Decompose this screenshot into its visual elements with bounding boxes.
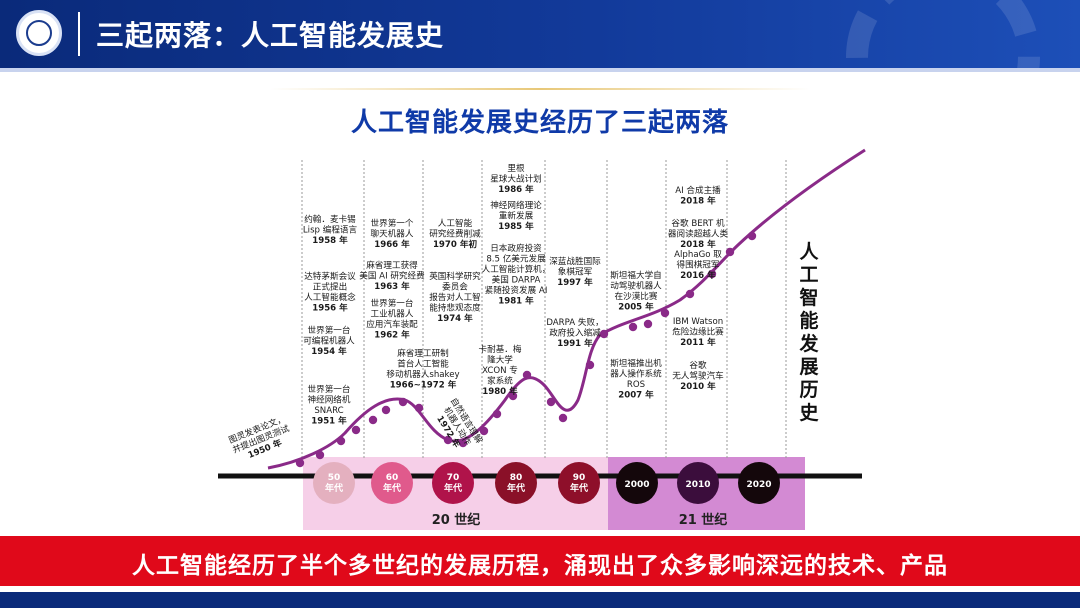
decade-marker: 80 年代 — [495, 462, 537, 504]
decade-label: 50 年代 — [325, 473, 343, 494]
decade-circle — [432, 462, 474, 504]
event-label: 麻省理工研制首台人工智能移动机器人shakey 1966~1972 年 — [386, 347, 459, 391]
decade-label: 90 年代 — [570, 473, 588, 494]
decorative-gold-line — [270, 88, 810, 90]
event-label: 人工智能研究经费削减 1970 年初 — [429, 217, 481, 250]
decade-marker: 2020 — [738, 462, 780, 504]
milestone-dot — [685, 289, 695, 299]
event-label: 日本政府投资 8.5 亿美元发展人工智能计算机，美国 DARPA 紧随投资发展 AI… — [482, 242, 551, 307]
decade-circle — [558, 462, 600, 504]
event-label: 达特茅斯会议正式提出人工智能概念 1956 年 — [304, 270, 356, 314]
century-21-label: 21 世纪 — [679, 512, 728, 528]
milestone-dot — [546, 397, 556, 407]
decade-marker: 90 年代 — [558, 462, 600, 504]
development-curve — [267, 148, 866, 470]
decade-circle — [371, 462, 413, 504]
event-label: IBM Watson 危险边缘比赛 2011 年 — [672, 317, 724, 348]
event-label: 谷歌 BERT 机器阅读超越人类 2018 年 — [668, 217, 729, 250]
milestone-dot — [660, 308, 670, 318]
milestone-dot — [458, 438, 468, 448]
decade-label: 2020 — [746, 480, 771, 490]
header-bar: 三起两落：人工智能发展史 — [0, 0, 1080, 68]
decade-marker: 2010 — [677, 462, 719, 504]
event-label: 斯坦福推出机器人操作系统 ROS 2007 年 — [610, 357, 662, 401]
milestone-dot — [295, 458, 305, 468]
milestone-dot — [315, 450, 325, 460]
header-divider — [78, 12, 80, 56]
event-label: 世界第一台工业机器人应用汽车装配 1962 年 — [366, 297, 418, 341]
milestone-dot — [725, 247, 735, 257]
event-label: 图灵发表论文，并提出图灵测试1950 年 — [227, 412, 296, 465]
event-label: 里根星球大战计划 1986 年 — [490, 162, 542, 195]
decade-marker: 50 年代 — [313, 462, 355, 504]
milestone-dot — [707, 269, 717, 279]
decade-label: 2000 — [624, 480, 649, 490]
decade-circle — [313, 462, 355, 504]
event-label: 自然语言理解机器人动作1972 年 — [430, 395, 486, 457]
decade-circle — [738, 462, 780, 504]
event-label: 神经网络理论重新发展 1985 年 — [490, 199, 542, 232]
event-label: DARPA 失败，政府投入缩减 1991 年 — [546, 316, 603, 349]
decade-label: 80 年代 — [507, 473, 525, 494]
decade-circle — [616, 462, 658, 504]
slide-subtitle: 人工智能发展史经历了三起两落 — [350, 108, 729, 138]
milestone-dot — [336, 436, 346, 446]
university-logo-icon — [16, 10, 62, 56]
event-label: 世界第一个聊天机器人 1966 年 — [371, 217, 414, 250]
milestone-dot — [628, 322, 638, 332]
decade-label: 2010 — [685, 480, 710, 490]
event-label: 谷歌无人驾驶汽车 2010 年 — [672, 359, 724, 392]
event-label: 麻省理工获得美国 AI 研究经费 1963 年 — [359, 259, 425, 292]
milestone-dot — [351, 425, 361, 435]
event-label: AI 合成主播 2018 年 — [675, 184, 721, 207]
decade-label: 60 年代 — [383, 473, 401, 494]
milestone-dot — [522, 370, 532, 380]
milestone-dot — [643, 319, 653, 329]
event-label: 世界第一台神经网络机 SNARC 1951 年 — [308, 383, 351, 427]
milestone-dot — [558, 413, 568, 423]
event-label: 英国科学研究委员会报告对人工智能持悲观态度 1974 年 — [429, 270, 481, 324]
milestone-dot — [414, 403, 424, 413]
event-label: 约翰．麦卡锡 Lisp 编程语言 1958 年 — [303, 213, 358, 246]
summary-banner: 人工智能经历了半个多世纪的发展历程，涌现出了众多影响深远的技术、产品 — [0, 536, 1080, 586]
milestone-dot — [398, 397, 408, 407]
milestone-dot — [368, 415, 378, 425]
event-label: 卡耐基．梅隆大学 XCON 专家系统 1980 年 — [479, 343, 522, 397]
milestone-dot — [492, 409, 502, 419]
milestone-dot — [381, 405, 391, 415]
decade-circle — [495, 462, 537, 504]
event-label: 世界第一台可编程机器人 1954 年 — [303, 324, 355, 357]
milestone-dot — [479, 426, 489, 436]
summary-text: 人工智能经历了半个多世纪的发展历程，涌现出了众多影响深远的技术、产品 — [132, 553, 948, 579]
decade-marker: 2000 — [616, 462, 658, 504]
page-title: 三起两落：人工智能发展史 — [96, 19, 445, 52]
milestone-dot — [585, 360, 595, 370]
milestone-dot — [443, 435, 453, 445]
decade-circle — [677, 462, 719, 504]
decade-marker: 70 年代 — [432, 462, 474, 504]
decade-label: 70 年代 — [444, 473, 462, 494]
header-underline — [0, 68, 1080, 72]
decade-marker: 60 年代 — [371, 462, 413, 504]
event-label: AlphaGo 取得围棋冠军 2016 年 — [674, 249, 722, 281]
side-title: 人工智能发展历史 — [798, 241, 819, 424]
footer-bar — [0, 592, 1080, 608]
milestone-dot — [599, 329, 609, 339]
event-label: 斯坦福大学自动驾驶机器人在沙漠比赛 2005 年 — [610, 269, 662, 313]
century-20-label: 20 世纪 — [432, 512, 481, 528]
milestone-dot — [508, 391, 518, 401]
milestone-dot — [747, 231, 757, 241]
event-label: 深蓝战胜国际象棋冠军 1997 年 — [549, 255, 601, 288]
